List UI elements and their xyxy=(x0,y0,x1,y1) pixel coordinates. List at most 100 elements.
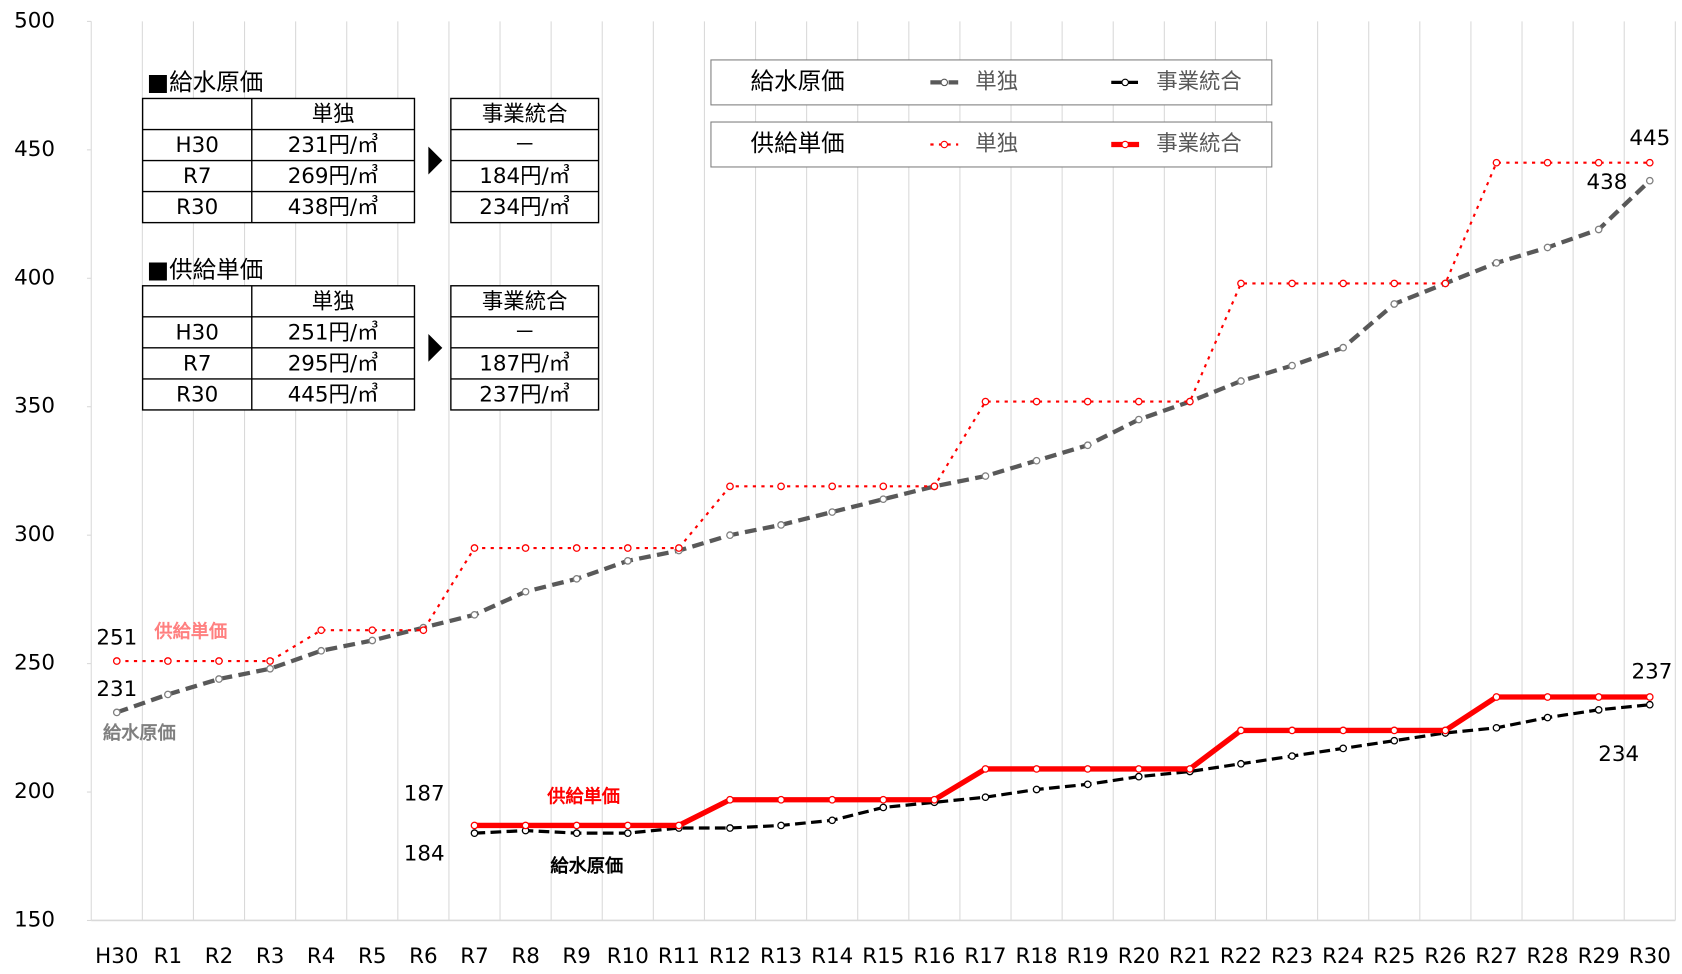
point-marker xyxy=(1134,772,1143,781)
point-marker xyxy=(879,482,888,491)
point-marker xyxy=(317,646,326,655)
table-cell: 295円/㎥ xyxy=(288,350,379,376)
point-marker xyxy=(1186,765,1194,773)
x-tick-label: R27 xyxy=(1475,944,1517,969)
point-marker xyxy=(1237,377,1245,385)
point-marker xyxy=(623,544,632,552)
point-marker xyxy=(930,482,939,491)
point-marker xyxy=(1492,158,1501,167)
point-marker xyxy=(572,821,581,830)
point-marker xyxy=(1083,765,1092,773)
point-marker xyxy=(828,508,837,516)
annotation: 供給単価 xyxy=(153,621,227,643)
x-tick-label: R8 xyxy=(511,944,539,969)
point-marker xyxy=(777,521,785,529)
x-tick-label: R4 xyxy=(307,944,335,969)
x-tick-label: R17 xyxy=(964,944,1006,969)
table-arrow xyxy=(428,333,443,362)
point-marker xyxy=(1237,279,1245,288)
table-header: 単独 xyxy=(312,102,355,127)
point-marker xyxy=(1134,415,1143,424)
table-cell: R30 xyxy=(176,382,218,407)
point-marker xyxy=(112,708,121,717)
data-label: 184 xyxy=(404,842,445,867)
y-tick-label: 250 xyxy=(14,651,55,676)
annotation: 給水原価 xyxy=(550,855,623,877)
point-marker xyxy=(1186,397,1194,406)
data-label: 231 xyxy=(96,677,137,702)
table-cell: 187円/㎥ xyxy=(479,350,570,376)
y-tick-label: 200 xyxy=(14,779,55,804)
x-tick-label: H30 xyxy=(95,944,138,969)
point-marker xyxy=(164,690,172,699)
point-marker xyxy=(1339,343,1348,352)
point-marker xyxy=(1032,397,1041,406)
point-marker xyxy=(1134,397,1143,406)
point-marker xyxy=(1083,397,1092,406)
point-marker xyxy=(368,636,377,645)
legend-title: 供給単価 xyxy=(751,129,845,157)
legend-marker xyxy=(940,78,949,87)
point-marker xyxy=(1594,158,1603,167)
point-marker xyxy=(1645,693,1654,701)
data-label: 251 xyxy=(96,626,137,651)
point-marker xyxy=(1288,752,1296,760)
point-marker xyxy=(1032,785,1041,794)
x-tick-label: R15 xyxy=(862,944,904,969)
table-cell: 438円/㎥ xyxy=(288,194,379,220)
legend-marker xyxy=(1121,78,1129,87)
point-marker xyxy=(1645,158,1654,167)
legend-title: 給水原価 xyxy=(751,67,845,95)
x-tick-label: R9 xyxy=(562,944,590,969)
x-tick-label: R2 xyxy=(205,944,233,969)
legend-label: 単独 xyxy=(975,131,1018,156)
table-cell: 184円/㎥ xyxy=(479,163,570,189)
data-label: 234 xyxy=(1598,742,1639,767)
point-marker xyxy=(1288,726,1296,735)
point-marker xyxy=(470,821,479,830)
data-label: 438 xyxy=(1587,170,1628,195)
series-line xyxy=(474,703,1650,835)
table-header: 事業統合 xyxy=(482,289,568,314)
point-marker xyxy=(1594,225,1603,234)
point-marker xyxy=(1543,158,1552,167)
point-marker xyxy=(1339,726,1348,735)
x-tick-label: R23 xyxy=(1271,944,1313,969)
point-marker xyxy=(572,544,581,552)
point-marker xyxy=(215,675,223,683)
point-marker xyxy=(112,657,121,665)
point-marker xyxy=(1492,723,1501,732)
y-tick-label: 500 xyxy=(14,8,55,33)
point-marker xyxy=(1390,279,1399,288)
point-marker xyxy=(879,495,888,504)
table-cell: 231円/㎥ xyxy=(288,132,379,158)
x-tick-label: R1 xyxy=(154,944,182,969)
point-marker xyxy=(777,482,785,491)
table-header: 単独 xyxy=(312,289,355,314)
table-cell: H30 xyxy=(176,320,219,345)
point-marker xyxy=(1237,759,1245,768)
point-marker xyxy=(1594,705,1603,714)
legend-label: 単独 xyxy=(975,69,1018,94)
x-tick-label: R29 xyxy=(1578,944,1620,969)
point-marker xyxy=(777,821,785,830)
point-marker xyxy=(1492,259,1501,267)
point-marker xyxy=(572,574,581,583)
point-marker xyxy=(1083,780,1092,789)
point-marker xyxy=(930,795,939,804)
legend-marker xyxy=(940,140,949,149)
legend-box xyxy=(710,121,1273,168)
x-tick-label: R14 xyxy=(811,944,853,969)
point-marker xyxy=(879,795,888,804)
point-marker xyxy=(1492,693,1501,701)
point-marker xyxy=(1288,279,1296,288)
point-marker xyxy=(470,829,479,837)
table-cell: H30 xyxy=(176,133,219,158)
point-marker xyxy=(419,626,428,635)
table-cell: R30 xyxy=(176,195,218,220)
point-marker xyxy=(828,816,837,825)
point-marker xyxy=(470,544,479,552)
point-marker xyxy=(675,544,683,552)
point-marker xyxy=(1594,693,1603,701)
table-cell: R7 xyxy=(183,164,211,189)
